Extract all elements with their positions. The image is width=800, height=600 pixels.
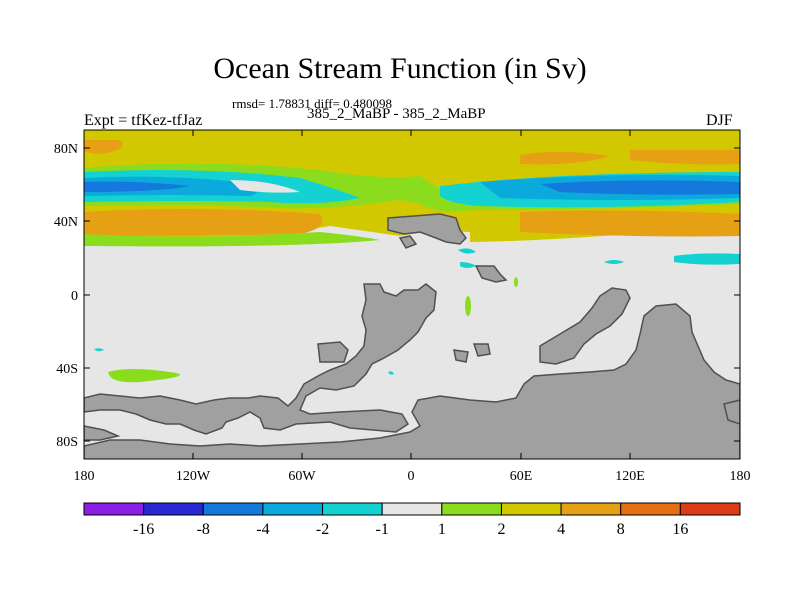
contour-negative-4to8-west [84,181,190,192]
land-fragment [84,425,121,441]
colorbar-label: 2 [497,521,505,538]
contour-positive-4to8-west [84,208,323,236]
colorbar-swatch [679,502,741,516]
lon-tick-label: 60W [288,469,316,484]
colorbar-swatch [620,502,681,516]
colorbar-label: 4 [557,521,565,538]
contour-feature-cyan [388,371,394,375]
contour-positive-4to8-north [520,151,610,165]
contour-feature-green-south [108,369,180,383]
colorbar-swatch [322,502,383,516]
colorbar-label: 16 [672,521,688,538]
contour-positive-4to8-northeast [630,150,740,165]
land-island [472,343,491,357]
lon-tick-label: 0 [408,469,415,484]
contour-feature-cyan [94,348,104,352]
land-island [398,235,418,249]
land-island [453,349,469,363]
colorbar-label: -4 [256,521,269,538]
lat-tick-label: 0 [71,289,78,304]
lon-tick-label: 120E [615,469,645,484]
land-fragment [723,399,740,425]
land-masses [84,213,740,459]
colorbar-label: -16 [133,521,154,538]
land-island [317,341,349,363]
lat-tick-label: 80S [56,435,78,450]
lon-tick-label: 180 [74,469,95,484]
colorbar-swatch [262,502,324,516]
land-africa-east [539,287,631,365]
contour-feature-cyan [674,253,740,265]
colorbar-swatch [143,502,204,516]
contour-feature-cyan [458,248,476,254]
contour-negative-4to8-east [540,180,740,195]
map-title: Ocean Stream Function (in Sv) [213,52,587,85]
lat-tick-label: 80N [54,142,78,157]
experiment-label: Expt = tfKez-tfJaz [84,112,203,129]
colorbar-label: -1 [376,521,389,538]
colorbar-label: -2 [316,521,329,538]
contour-feature-green [514,277,518,287]
season-label: DJF [706,112,733,129]
contour-feature-cyan [460,262,476,268]
map-plot [84,130,740,459]
lon-tick-label: 120W [176,469,211,484]
colorbar-label: 8 [617,521,625,538]
contour-positive-1to2 [84,232,380,247]
stats-label: rmsd= 1.78831 diff= 0.480098 [232,96,392,111]
contour-feature-cyan [604,260,624,264]
colorbar-swatch [381,502,443,516]
comparison-label: 385_2_MaBP - 385_2_MaBP [307,106,486,122]
colorbar-swatch [441,502,502,516]
lon-tick-label: 60E [510,469,533,484]
colorbar-label: 1 [438,521,446,538]
land-south-america [84,283,437,435]
colorbar-swatch [202,502,264,516]
land-europe-africa-north [387,213,467,245]
lon-tick-label: 180 [730,469,751,484]
contour-positive-4to8-northwest [84,140,123,154]
colorbar-swatch [83,502,145,516]
colorbar: -16 -8 -4 -2 -1 1 2 4 8 16 [83,502,741,538]
colorbar-swatch [500,502,562,516]
lon-axis: 180 120W 60W 0 60E 120E 180 [74,130,751,484]
contour-neutral-pocket [230,180,300,193]
lat-axis: 80N 40N 0 40S 80S [54,142,740,450]
land-island [474,265,508,283]
lat-tick-label: 40N [54,215,78,230]
land-antarctica [84,303,740,459]
colorbar-label: -8 [197,521,210,538]
contour-positive-4to8-east [520,210,740,237]
contour-feature-green [465,296,471,316]
colorbar-swatch [560,502,622,516]
lat-tick-label: 40S [56,362,78,377]
